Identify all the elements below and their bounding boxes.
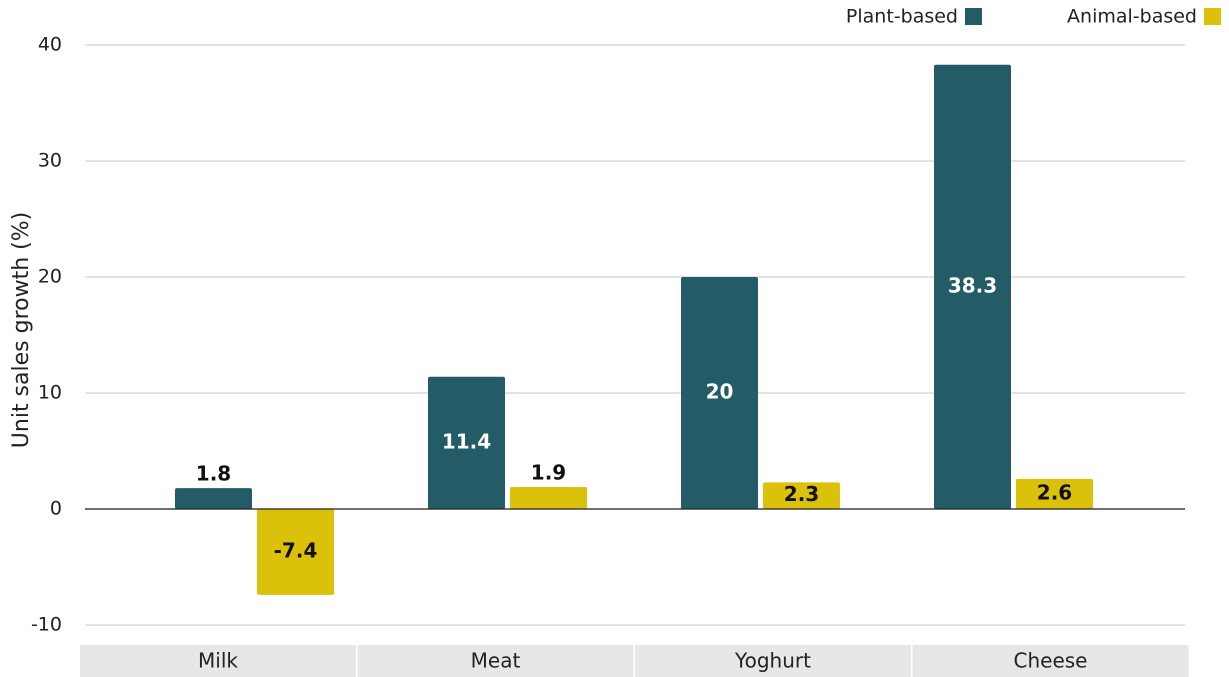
bar [763,482,840,509]
y-tick-label: -10 [31,614,62,636]
bar [428,376,505,509]
legend-swatch [965,8,982,25]
data-label: 11.4 [442,429,491,453]
bar [175,488,252,509]
x-tick-label: Yoghurt [734,649,811,673]
category-band [80,645,356,677]
bar [681,277,758,509]
y-tick-label: 10 [38,382,62,404]
legend-label: Animal-based [1067,6,1197,28]
data-label: 38.3 [948,273,997,297]
bar [510,486,587,509]
data-label: 1.8 [196,462,231,486]
y-tick-label: 40 [38,34,62,56]
category-band [912,645,1189,677]
legend-label: Plant-based [846,6,958,28]
category-band [357,645,634,677]
y-tick-label: 30 [38,150,62,172]
data-label: 20 [706,380,734,404]
x-tick-label: Cheese [1014,649,1088,673]
bar [934,64,1011,509]
x-tick-label: Meat [471,649,521,673]
data-label: -7.4 [274,538,318,562]
data-label: 1.9 [531,460,566,484]
data-label: 2.6 [1037,480,1072,504]
data-label: 2.3 [784,482,819,506]
y-tick-label: 20 [38,266,62,288]
bar [1016,478,1093,509]
bar [257,509,334,595]
category-band [635,645,911,677]
y-axis-label: Unit sales growth (%) [9,212,34,448]
x-tick-label: Milk [198,649,238,673]
legend-swatch [1204,8,1221,25]
y-tick-label: 0 [50,498,62,520]
